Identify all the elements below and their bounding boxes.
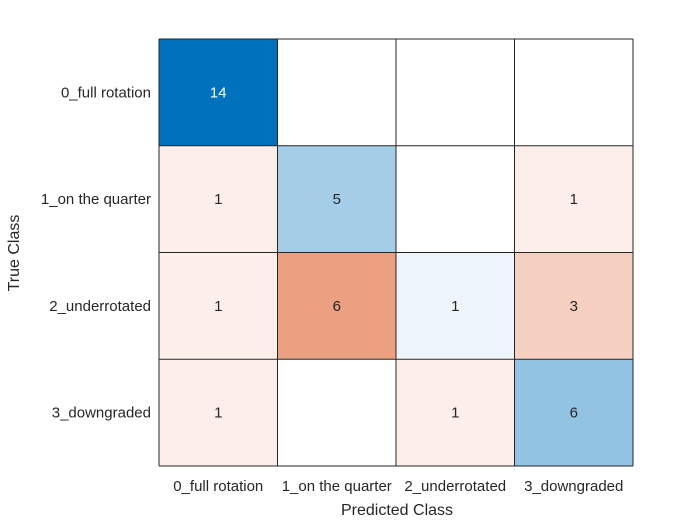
y-axis-tick-labels: 0_full rotation 1_on the quarter 2_underro… (41, 84, 151, 421)
cell-value-r2-c3: 3 (570, 298, 578, 315)
x-tick-label-0: 0_full rotation (173, 478, 263, 495)
matrix-cell-r0-c0 (159, 39, 278, 146)
x-tick-label-1: 1_on the quarter (282, 478, 392, 495)
matrix-cell-r3-c2 (396, 359, 515, 466)
x-tick-label-2: 2_underrotated (404, 478, 506, 495)
cell-value-labels: 141 5 11 6 1 31 1 6 (210, 84, 578, 421)
cell-value-r1-c3: 1 (570, 191, 578, 208)
x-axis-tick-labels: 0_full rotation 1_on the quarter 2_underro… (173, 478, 623, 495)
cell-value-r1-c1: 5 (333, 191, 341, 208)
matrix-cell-r3-c1 (277, 359, 396, 466)
cell-value-r2-c1: 6 (333, 298, 341, 315)
cell-value-r1-c0: 1 (214, 191, 222, 208)
matrix-cell-r1-c2 (396, 145, 515, 253)
matrix-cell-r3-c0 (159, 359, 278, 466)
y-axis-label: True Class (6, 215, 23, 292)
matrix-cell-r1-c3 (514, 145, 633, 253)
x-tick-label-3: 3_downgraded (524, 478, 623, 495)
matrix-cell-r2-c2 (396, 252, 515, 360)
cell-value-r3-c3: 6 (570, 405, 578, 422)
matrix-cell-r2-c1 (277, 252, 396, 360)
matrix-cell-r0-c2 (396, 39, 515, 146)
matrix-cells (159, 39, 633, 466)
matrix-cell-r2-c3 (514, 252, 633, 360)
y-tick-label-2: 2_underrotated (49, 298, 151, 315)
cell-value-r2-c0: 1 (214, 298, 222, 315)
cell-value-r2-c2: 1 (451, 298, 459, 315)
matrix-cell-r1-c1 (277, 145, 396, 253)
matrix-cell-r0-c1 (277, 39, 396, 146)
matrix-gridlines (158, 38, 634, 467)
cell-value-r0-c0: 14 (210, 84, 227, 101)
matrix-cell-r0-c3 (514, 39, 633, 146)
matrix-cell-r1-c0 (159, 145, 278, 253)
cell-value-r3-c2: 1 (451, 405, 459, 422)
y-tick-label-0: 0_full rotation (61, 84, 151, 101)
matrix-cell-r2-c0 (159, 252, 278, 360)
y-tick-label-3: 3_downgraded (52, 405, 151, 422)
cell-value-r3-c0: 1 (214, 405, 222, 422)
matrix-cell-r3-c3 (514, 359, 633, 466)
y-tick-label-1: 1_on the quarter (41, 191, 151, 208)
x-axis-label: Predicted Class (341, 502, 453, 519)
